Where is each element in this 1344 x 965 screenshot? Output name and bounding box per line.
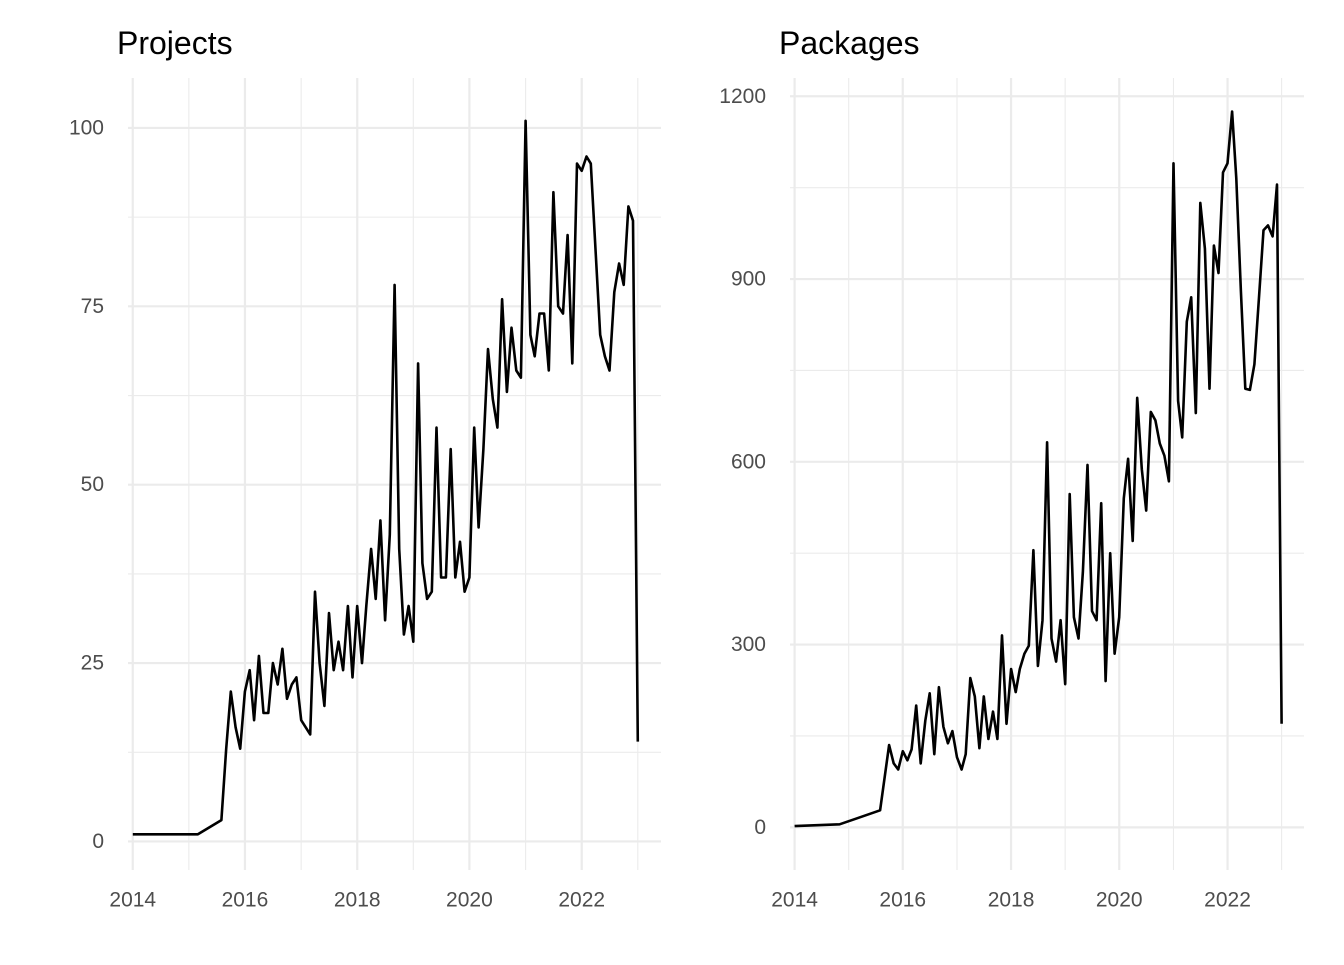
projects-chart-title: Projects <box>117 25 233 61</box>
packages-x-tick-label: 2020 <box>1096 888 1143 911</box>
projects-y-tick-label: 50 <box>81 473 104 496</box>
projects-y-tick-label: 100 <box>69 116 104 139</box>
packages-y-tick-label: 900 <box>731 268 766 291</box>
projects-y-tick-label: 25 <box>81 652 104 675</box>
projects-grid <box>128 78 661 870</box>
packages-tick-labels: 2014 2016 2018 2020 2022 0 300 600 900 1200 <box>719 85 1251 912</box>
packages-x-tick-label: 2018 <box>988 888 1035 911</box>
packages-grid <box>790 78 1304 870</box>
projects-x-tick-label: 2016 <box>222 888 269 911</box>
projects-y-tick-label: 75 <box>81 295 104 318</box>
projects-tick-labels: 2014 2016 2018 2020 2022 0 25 50 75 100 <box>69 116 605 911</box>
projects-x-tick-label: 2020 <box>446 888 493 911</box>
packages-series-line <box>794 110 1283 828</box>
packages-y-tick-label: 600 <box>731 450 766 473</box>
projects-y-tick-label: 0 <box>92 830 104 853</box>
projects-x-tick-label: 2022 <box>558 888 605 911</box>
packages-chart-title: Packages <box>779 25 920 61</box>
packages-x-tick-label: 2016 <box>879 888 926 911</box>
packages-y-tick-label: 0 <box>754 816 766 839</box>
projects-panel: Projects 2014 2016 2018 2020 2022 0 25 50 75 100 <box>69 25 661 911</box>
packages-y-tick-label: 300 <box>731 633 766 656</box>
projects-series-line <box>132 119 640 836</box>
packages-y-tick-label: 1200 <box>719 85 766 108</box>
projects-x-tick-label: 2018 <box>334 888 381 911</box>
packages-panel: Packages 2014 2016 2018 2020 2022 0 300 600 900 1… <box>719 25 1304 911</box>
packages-x-tick-label: 2022 <box>1204 888 1251 911</box>
projects-x-tick-label: 2014 <box>109 888 156 911</box>
packages-x-tick-label: 2014 <box>771 888 818 911</box>
